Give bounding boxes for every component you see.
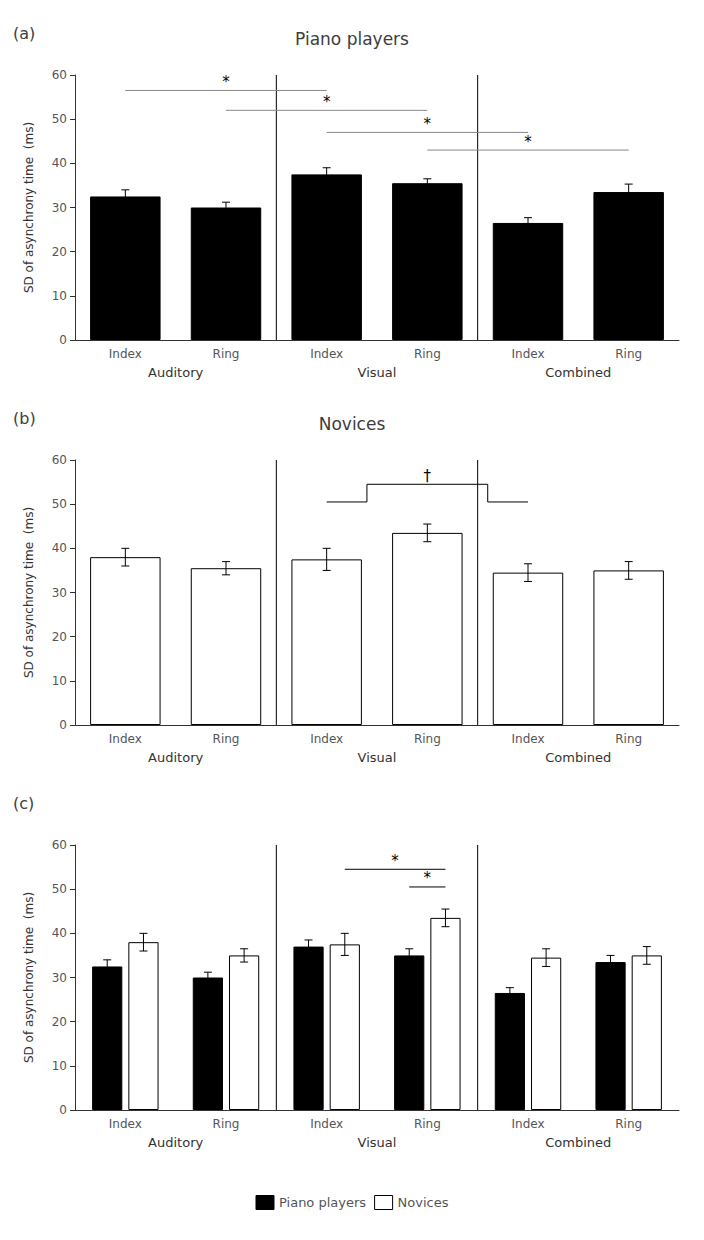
svg-text:Index: Index [511,347,544,361]
svg-text:Ring: Ring [414,347,441,361]
svg-text:10: 10 [52,1059,67,1073]
svg-text:*: * [323,93,331,111]
svg-text:†: † [424,467,432,485]
svg-text:50: 50 [52,112,67,126]
svg-text:Piano players: Piano players [295,29,409,49]
svg-text:Ring: Ring [213,732,240,746]
svg-text:(b): (b) [13,409,36,428]
svg-text:0: 0 [59,333,67,347]
svg-text:Ring: Ring [615,347,642,361]
svg-text:Piano players: Piano players [279,1195,366,1210]
svg-text:Ring: Ring [414,732,441,746]
svg-text:30: 30 [52,971,67,985]
svg-text:40: 40 [52,926,67,940]
svg-text:20: 20 [52,1015,67,1029]
svg-text:*: * [424,869,432,887]
svg-text:20: 20 [52,245,67,259]
svg-text:Ring: Ring [213,347,240,361]
svg-text:Index: Index [109,732,142,746]
svg-text:Auditory: Auditory [148,750,203,765]
svg-text:Combined: Combined [545,750,611,765]
svg-text:Ring: Ring [615,732,642,746]
svg-text:*: * [524,133,532,151]
svg-text:Auditory: Auditory [148,1135,203,1150]
svg-text:Ring: Ring [615,1117,642,1131]
svg-text:Combined: Combined [545,1135,611,1150]
svg-text:*: * [424,115,432,133]
svg-text:0: 0 [59,1103,67,1117]
svg-text:Combined: Combined [545,365,611,380]
svg-text:SD of asynchrony time (ms): SD of asynchrony time (ms) [22,122,36,293]
svg-text:Index: Index [310,1117,343,1131]
svg-text:10: 10 [52,289,67,303]
svg-text:60: 60 [52,68,67,82]
svg-text:Ring: Ring [213,1117,240,1131]
svg-text:Visual: Visual [358,365,397,380]
svg-text:Index: Index [109,347,142,361]
svg-text:Index: Index [310,732,343,746]
svg-text:Novices: Novices [319,414,386,434]
svg-text:0: 0 [59,718,67,732]
svg-text:*: * [222,73,230,91]
svg-text:Index: Index [109,1117,142,1131]
svg-text:Novices: Novices [398,1195,449,1210]
svg-text:30: 30 [52,586,67,600]
svg-text:40: 40 [52,156,67,170]
svg-text:SD of asynchrony time (ms): SD of asynchrony time (ms) [22,892,36,1063]
svg-text:30: 30 [52,201,67,215]
svg-text:60: 60 [52,453,67,467]
svg-text:Index: Index [511,732,544,746]
svg-text:Index: Index [511,1117,544,1131]
svg-text:50: 50 [52,497,67,511]
svg-text:50: 50 [52,882,67,896]
svg-text:10: 10 [52,674,67,688]
svg-text:Ring: Ring [414,1117,441,1131]
svg-text:Index: Index [310,347,343,361]
svg-text:(c): (c) [13,794,34,813]
svg-text:Visual: Visual [358,750,397,765]
svg-text:20: 20 [52,630,67,644]
svg-text:40: 40 [52,541,67,555]
svg-text:(a): (a) [13,24,35,43]
svg-text:*: * [391,852,399,870]
svg-text:60: 60 [52,838,67,852]
svg-text:Visual: Visual [358,1135,397,1150]
svg-text:Auditory: Auditory [148,365,203,380]
svg-text:SD of asynchrony time (ms): SD of asynchrony time (ms) [22,507,36,678]
